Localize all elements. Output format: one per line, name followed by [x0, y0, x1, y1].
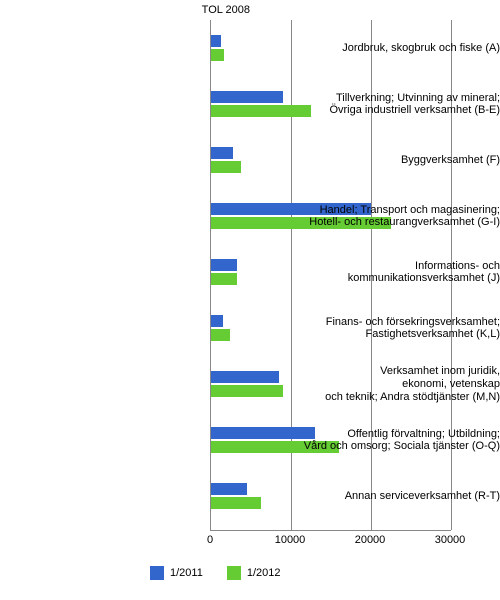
category-label: Informations- och kommunikationsverksamh…: [300, 260, 500, 285]
bar: [211, 161, 241, 173]
legend-label: 1/2012: [247, 567, 281, 579]
category-label: Finans- och försekringsverksamhet; Fasti…: [300, 316, 500, 341]
gridline: [291, 20, 292, 530]
legend-item: 1/2012: [227, 566, 281, 580]
bar: [211, 35, 221, 47]
legend-swatch: [227, 566, 241, 580]
x-tick-label: 30000: [435, 534, 466, 546]
bar: [211, 91, 283, 103]
bar: [211, 497, 261, 509]
x-tick-label: 10000: [275, 534, 306, 546]
x-tick-label: 20000: [355, 534, 386, 546]
legend-label: 1/2011: [170, 567, 203, 579]
category-label: Tillverkning; Utvinning av mineral; Övri…: [300, 92, 500, 117]
bar: [211, 371, 279, 383]
bar: [211, 329, 230, 341]
category-label: Offentlig förvaltning; Utbildning; Vård …: [300, 428, 500, 453]
bar: [211, 105, 311, 117]
category-label: Verksamhet inom juridik, ekonomi, vetens…: [300, 365, 500, 403]
bar: [211, 49, 224, 61]
category-label: Byggverksamhet (F): [300, 154, 500, 167]
bar: [211, 273, 237, 285]
bar: [211, 483, 247, 495]
legend-item: 1/2011: [150, 566, 203, 580]
bar: [211, 259, 237, 271]
grouped-horizontal-bar-chart: TOL 2008 Jordbruk, skogbruk och fiske (A…: [0, 0, 500, 600]
x-axis-labels: 0100002000030000: [210, 534, 450, 550]
legend: 1/2011 1/2012: [150, 566, 280, 580]
x-tick-label: 0: [207, 534, 213, 546]
bar: [211, 315, 223, 327]
category-label: Handel; Transport och magasinering; Hote…: [300, 204, 500, 229]
bar: [211, 147, 233, 159]
bar: [211, 385, 283, 397]
category-label: Annan serviceverksamhet (R-T): [300, 490, 500, 503]
chart-title: TOL 2008: [202, 4, 250, 16]
category-label: Jordbruk, skogbruk och fiske (A): [300, 42, 500, 55]
legend-swatch: [150, 566, 164, 580]
